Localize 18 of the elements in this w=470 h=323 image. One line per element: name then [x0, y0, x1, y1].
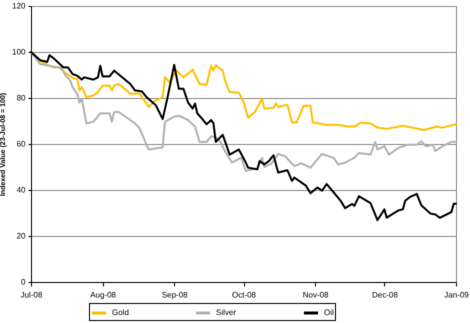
y-tick-label: 120: [12, 2, 26, 10]
y-tick-label: 80: [16, 94, 26, 102]
legend-label: Gold: [112, 308, 129, 317]
line-series: [30, 51, 457, 172]
y-tick-label: 40: [16, 186, 26, 194]
legend-label: Silver: [216, 308, 236, 317]
x-tick-label: Sep-08: [162, 290, 188, 300]
x-tick-label: Aug-08: [90, 290, 117, 300]
x-tick-label: Jan-09: [444, 290, 470, 300]
x-tick-label: Jul-08: [20, 290, 43, 300]
legend-label: Oil: [324, 308, 334, 317]
x-tick-label: Dec-08: [372, 290, 398, 300]
y-tick-label: 0: [21, 278, 26, 286]
x-tick-label: Nov-08: [302, 290, 330, 300]
y-tick-label: 20: [16, 232, 26, 240]
y-tick-label: 100: [12, 48, 26, 56]
y-tick-label: 60: [16, 140, 26, 148]
x-tick-label: Oct-08: [232, 290, 257, 300]
